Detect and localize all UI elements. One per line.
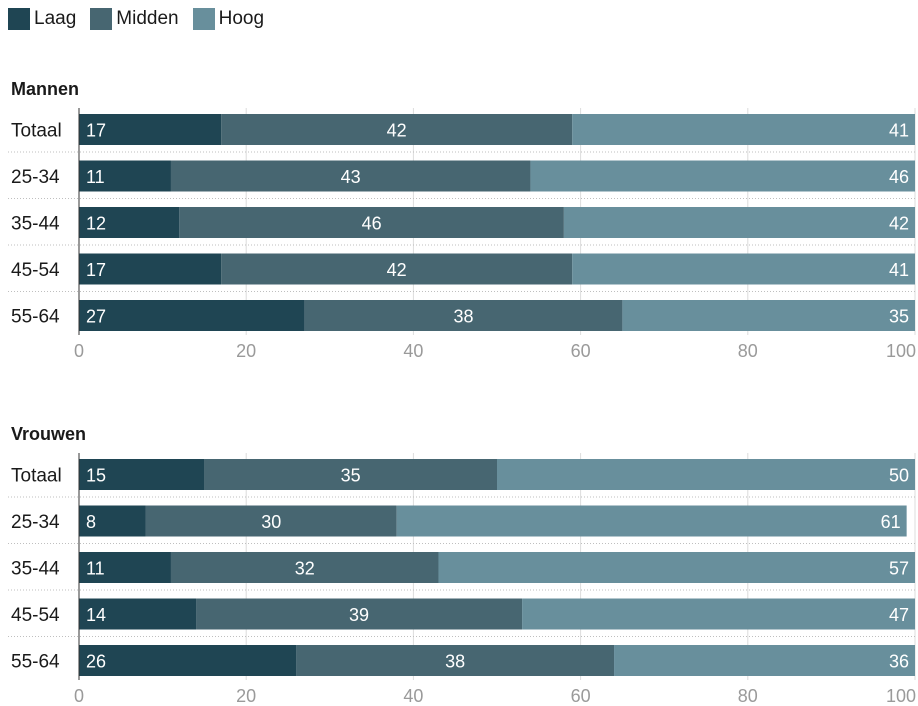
category-label: 35-44 (11, 559, 60, 580)
bar-segment-hoog (614, 645, 915, 676)
bar-segment-midden (179, 207, 564, 238)
panel-title: Vrouwen (11, 424, 86, 444)
data-label: 30 (261, 512, 281, 532)
category-label: Totaal (11, 466, 62, 487)
bar-segment-laag (79, 114, 222, 145)
bar-segment-midden (221, 253, 573, 285)
data-label: 43 (341, 167, 361, 187)
data-label: 47 (889, 605, 909, 625)
category-label: 55-64 (11, 307, 60, 328)
bar-segment-laag (79, 459, 205, 490)
bar-segment-hoog (622, 300, 915, 331)
x-tick-label: 60 (571, 686, 591, 706)
category-label: 25-34 (11, 167, 60, 188)
bar-segment-midden (170, 552, 439, 583)
data-label: 42 (387, 121, 407, 141)
data-label: 15 (86, 466, 106, 486)
bar-segment-laag (79, 552, 171, 583)
data-label: 35 (341, 466, 361, 486)
data-label: 11 (86, 167, 105, 187)
category-label: 45-54 (11, 260, 60, 281)
bar-segment-laag (79, 207, 180, 238)
data-label: 26 (86, 652, 106, 672)
data-label: 8 (86, 512, 96, 532)
bar-segment-laag (79, 645, 297, 676)
data-label: 50 (889, 466, 909, 486)
bar-segment-hoog (438, 552, 915, 583)
legend-swatch-hoog (192, 8, 215, 30)
x-tick-label: 0 (74, 341, 84, 361)
data-label: 17 (86, 260, 106, 280)
x-tick-label: 80 (738, 341, 758, 361)
legend-label-laag: Laag (34, 8, 77, 29)
category-label: 55-64 (11, 652, 60, 673)
chart-legend: Laag Midden Hoog (8, 8, 264, 30)
bar-segment-hoog (530, 160, 915, 192)
data-label: 41 (889, 121, 909, 141)
x-tick-label: 0 (74, 686, 84, 706)
data-label: 14 (86, 605, 106, 625)
legend-swatch-laag (8, 8, 30, 30)
bar-segment-midden (170, 160, 531, 192)
data-label: 12 (86, 214, 106, 234)
bar-segment-midden (304, 300, 623, 331)
bar-segment-midden (204, 459, 497, 490)
legend-item-laag: Laag (8, 8, 76, 30)
legend-label-midden: Midden (116, 8, 179, 29)
data-label: 11 (86, 559, 105, 579)
legend-item-hoog: Hoog (192, 8, 265, 30)
bar-segment-hoog (522, 598, 915, 630)
data-label: 46 (889, 167, 909, 187)
category-label: 45-54 (11, 605, 60, 626)
data-label: 42 (889, 214, 909, 234)
data-label: 38 (445, 652, 465, 672)
category-label: 35-44 (11, 214, 60, 235)
bar-segment-midden (221, 114, 573, 145)
panel-title: Mannen (11, 79, 79, 99)
x-tick-label: 100 (886, 341, 916, 361)
legend-label-hoog: Hoog (218, 8, 265, 29)
data-label: 57 (889, 559, 909, 579)
category-label: Totaal (11, 121, 62, 142)
bar-segment-laag (79, 160, 171, 192)
data-label: 39 (349, 605, 369, 625)
bar-segment-laag (79, 300, 305, 331)
x-tick-label: 80 (738, 686, 758, 706)
data-label: 17 (86, 121, 106, 141)
x-tick-label: 40 (403, 341, 423, 361)
data-label: 35 (889, 307, 909, 327)
legend-swatch-midden (90, 8, 113, 30)
bar-segment-midden (296, 645, 615, 676)
x-tick-label: 40 (403, 686, 423, 706)
x-tick-label: 20 (236, 341, 256, 361)
data-label: 36 (889, 652, 909, 672)
bar-segment-laag (79, 598, 197, 630)
data-label: 42 (387, 260, 407, 280)
bar-segment-midden (196, 598, 523, 630)
x-tick-label: 100 (886, 686, 916, 706)
data-label: 38 (454, 307, 474, 327)
data-label: 41 (889, 260, 909, 280)
legend-item-midden: Midden (90, 8, 179, 30)
x-tick-label: 20 (236, 686, 256, 706)
data-label: 27 (86, 307, 106, 327)
bar-segment-laag (79, 253, 222, 285)
bar-segment-hoog (396, 505, 907, 537)
bar-segment-hoog (572, 114, 915, 145)
data-label: 46 (362, 214, 382, 234)
bar-segment-hoog (572, 253, 915, 285)
category-label: 25-34 (11, 512, 60, 533)
data-label: 61 (881, 512, 901, 532)
bar-segment-hoog (563, 207, 915, 238)
bar-segment-midden (145, 505, 397, 537)
x-tick-label: 60 (571, 341, 591, 361)
bar-segment-laag (79, 505, 146, 537)
bar-segment-hoog (497, 459, 915, 490)
data-label: 32 (295, 559, 315, 579)
